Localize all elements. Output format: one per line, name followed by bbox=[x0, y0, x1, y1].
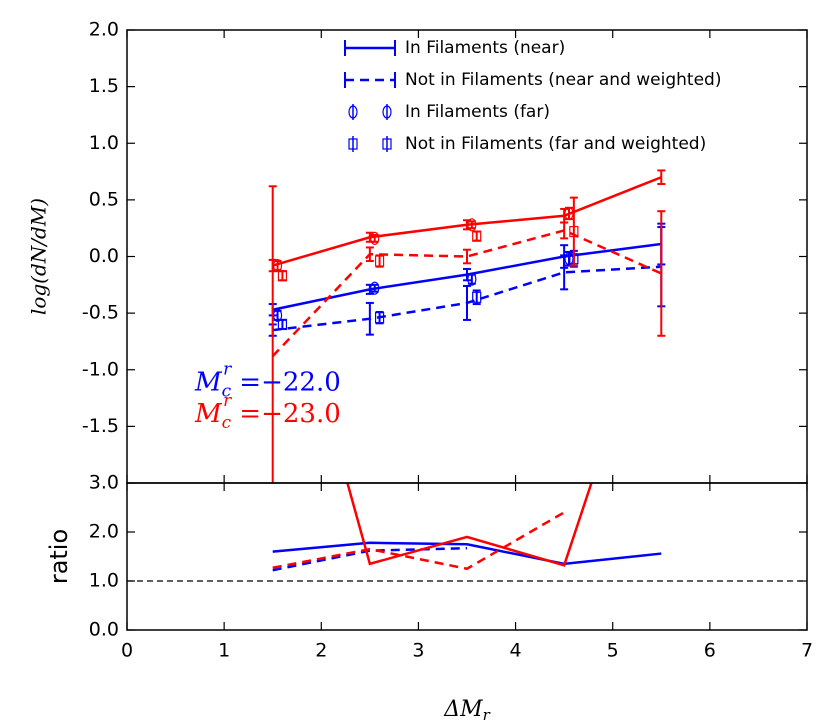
series-line bbox=[272, 546, 468, 572]
y-tick-label: 0.0 bbox=[89, 245, 119, 267]
y-tick-label: 2.0 bbox=[89, 521, 119, 543]
y-tick-label: -0.5 bbox=[82, 302, 119, 324]
annotation-base: M bbox=[194, 367, 223, 397]
x-label-base: ΔM bbox=[443, 697, 483, 722]
legend-marker bbox=[382, 105, 392, 119]
y-axis-label: log(dN/dM) bbox=[27, 198, 51, 315]
x-axis-label: ΔMr bbox=[443, 697, 490, 724]
marker bbox=[370, 231, 380, 245]
legend-label: In Filaments (far) bbox=[405, 102, 550, 122]
marker bbox=[277, 270, 288, 282]
x-tick-label: 1 bbox=[218, 640, 230, 662]
y-axis-label: ratio bbox=[45, 529, 73, 584]
legend-label: In Filaments (near) bbox=[405, 38, 565, 58]
y-tick-label: 1.0 bbox=[89, 570, 119, 592]
marker bbox=[569, 225, 579, 238]
plot-area bbox=[127, 483, 807, 582]
series-line bbox=[271, 229, 662, 358]
y-tick-label: 3.0 bbox=[89, 472, 119, 494]
legend-marker bbox=[348, 138, 358, 150]
marker bbox=[277, 318, 288, 331]
x-tick-label: 6 bbox=[704, 640, 716, 662]
annotation: Mcr =−23.0 bbox=[194, 391, 341, 433]
legend-label: Not in Filaments (far and weighted) bbox=[405, 134, 706, 154]
marker bbox=[467, 218, 477, 232]
series-line bbox=[272, 541, 662, 566]
y-tick-label: 1.0 bbox=[89, 132, 119, 154]
x-tick-label: 3 bbox=[412, 640, 424, 662]
plot-area bbox=[268, 169, 666, 483]
marker bbox=[370, 281, 380, 295]
annotation-text: =−23.0 bbox=[239, 399, 340, 429]
y-tick-label: 1.5 bbox=[89, 75, 119, 97]
x-tick-label: 5 bbox=[607, 640, 619, 662]
x-tick-label: 4 bbox=[510, 640, 522, 662]
legend-marker bbox=[348, 105, 358, 119]
y-tick-label: -1.0 bbox=[82, 358, 119, 380]
y-tick-label: 0.5 bbox=[89, 188, 119, 210]
annotation-sub: c bbox=[222, 413, 232, 433]
annotation-base: M bbox=[194, 399, 223, 429]
series-line bbox=[346, 483, 593, 567]
annotation-sup: r bbox=[223, 391, 232, 411]
marker bbox=[467, 272, 477, 286]
marker bbox=[472, 230, 482, 242]
series-line bbox=[272, 511, 565, 571]
annotation-text: =−22.0 bbox=[239, 367, 340, 397]
marker bbox=[374, 312, 385, 324]
x-label-sub: r bbox=[483, 706, 491, 724]
annotation-sup: r bbox=[223, 359, 232, 379]
marker bbox=[374, 255, 385, 267]
axes-frame bbox=[126, 482, 808, 631]
y-tick-label: -1.5 bbox=[82, 415, 119, 437]
x-tick-label: 0 bbox=[121, 640, 133, 662]
annotation: Mcr =−22.0 bbox=[194, 359, 341, 401]
marker bbox=[272, 258, 283, 273]
marker bbox=[472, 291, 482, 303]
annotation-sub: c bbox=[222, 381, 232, 401]
x-tick-label: 2 bbox=[315, 640, 327, 662]
legend-marker bbox=[382, 138, 392, 150]
x-tick-label: 7 bbox=[801, 640, 813, 662]
legend-label: Not in Filaments (near and weighted) bbox=[405, 70, 721, 90]
y-tick-label: 0.0 bbox=[89, 619, 119, 641]
y-tick-label: 2.0 bbox=[89, 19, 119, 41]
